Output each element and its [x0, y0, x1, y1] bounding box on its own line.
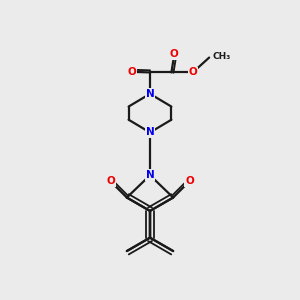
- Text: O: O: [128, 67, 136, 77]
- Text: O: O: [106, 176, 115, 186]
- Text: O: O: [170, 49, 179, 59]
- Text: O: O: [185, 176, 194, 186]
- Text: CH₃: CH₃: [212, 52, 230, 61]
- Text: O: O: [188, 68, 197, 77]
- Text: N: N: [146, 170, 154, 180]
- Text: N: N: [146, 128, 154, 137]
- Text: N: N: [146, 89, 154, 99]
